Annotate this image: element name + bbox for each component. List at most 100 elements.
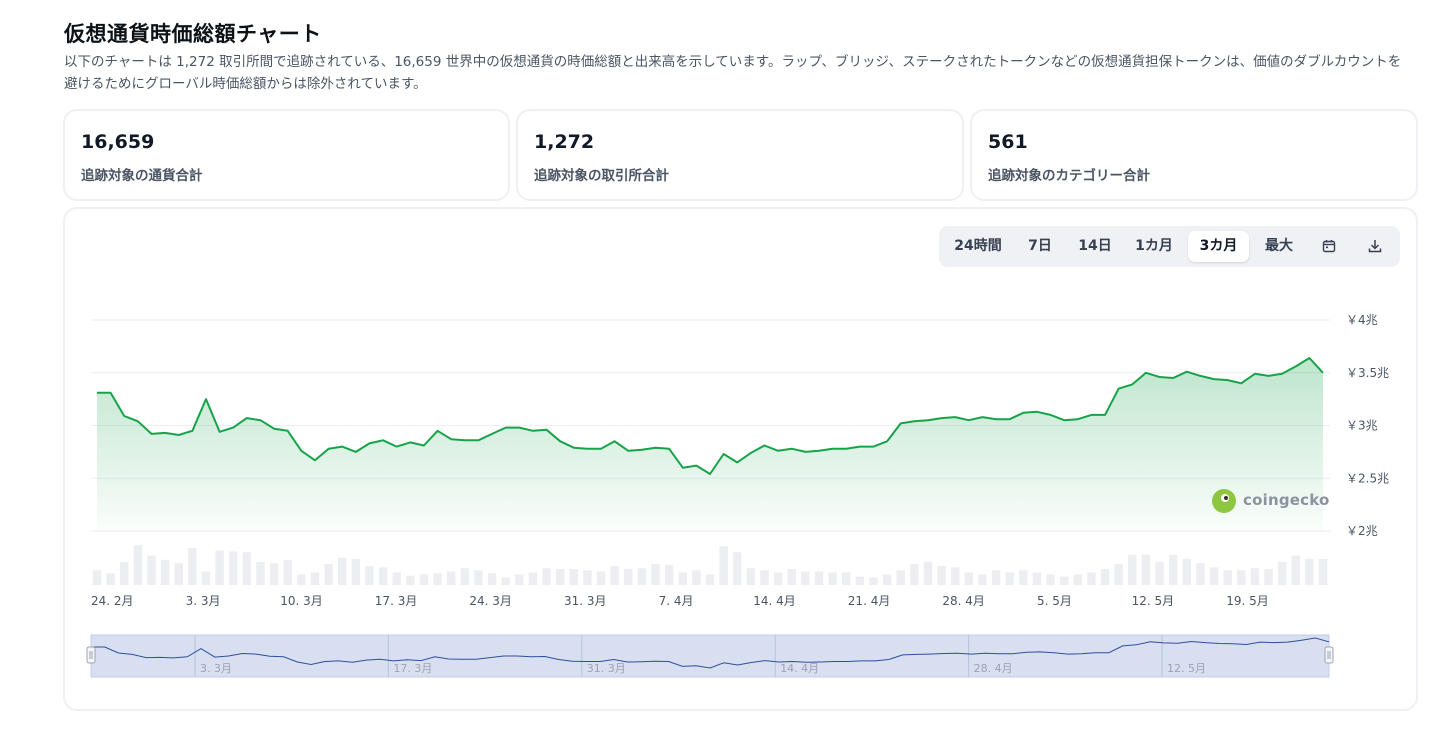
y-tick-label: ￥3.5兆 <box>1346 366 1389 380</box>
volume-bar <box>1073 574 1083 585</box>
volume-bar <box>324 564 333 585</box>
navigator-handle-right[interactable] <box>1324 646 1334 664</box>
calendar-icon[interactable] <box>1313 231 1345 262</box>
volume-bar <box>814 571 824 585</box>
volume-bar <box>1100 569 1110 585</box>
volume-bar <box>133 545 143 585</box>
download-icon[interactable] <box>1359 231 1391 262</box>
range-button-1m[interactable]: 1カ月 <box>1135 238 1173 254</box>
volume-bar <box>664 564 674 585</box>
volume-bar <box>964 572 974 585</box>
volume-bar <box>515 574 524 585</box>
volume-bar <box>910 564 919 585</box>
x-tick-label: 17. 3月 <box>375 594 418 608</box>
x-tick-label: 3. 3月 <box>186 594 221 608</box>
range-navigator[interactable]: 3. 3月 17. 3月 31. 3月 14. 4月 28. 4月 12. 5月 <box>86 634 1334 678</box>
range-button-3m[interactable]: 3カ月 <box>1188 231 1249 262</box>
volume-bar <box>583 570 592 585</box>
x-tick-label: 28. 4月 <box>942 594 985 608</box>
area-fill <box>97 358 1323 531</box>
volume-bar <box>896 570 905 585</box>
stat-card-exchanges: 1,272 追跡対象の取引所合計 <box>516 109 964 201</box>
volume-bar <box>1318 558 1328 585</box>
volume-bar <box>760 570 769 585</box>
y-tick-label: ￥4兆 <box>1346 313 1378 327</box>
volume-bar <box>746 568 756 585</box>
volume-bar <box>1209 567 1219 585</box>
volume-bar <box>310 572 320 585</box>
volume-bar <box>1128 554 1137 585</box>
x-tick-label: 24. 2月 <box>91 594 134 608</box>
volume-bar <box>228 551 238 585</box>
volume-bar <box>801 571 810 585</box>
watermark-text: coingecko <box>1243 491 1330 509</box>
volume-bar <box>1019 570 1028 585</box>
volume-bar <box>283 559 292 585</box>
y-tick-label: ￥3兆 <box>1346 419 1378 433</box>
volume-bar <box>651 564 660 585</box>
y-tick-label: ￥2.5兆 <box>1346 471 1389 485</box>
volume-bar <box>160 559 170 585</box>
volume-bar <box>297 574 306 585</box>
navigator-tick-label: 28. 4月 <box>974 662 1013 675</box>
range-button-14d[interactable]: 14日 <box>1078 238 1112 254</box>
y-tick-label: ￥2兆 <box>1346 524 1378 538</box>
x-tick-label: 31. 3月 <box>564 594 607 608</box>
volume-bar <box>1155 561 1164 585</box>
volume-bar <box>637 568 647 585</box>
volume-bar <box>719 546 728 585</box>
market-cap-area <box>97 357 1324 531</box>
stat-card-categories: 561 追跡対象のカテゴリー合計 <box>970 109 1418 201</box>
navigator-tick-label: 31. 3月 <box>587 662 626 675</box>
range-button-24h[interactable]: 24時間 <box>954 238 1002 254</box>
stat-card-coins: 16,659 追跡対象の通貨合計 <box>63 109 510 201</box>
volume-bar <box>1237 570 1246 585</box>
volume-bar <box>392 572 401 585</box>
x-tick-label: 19. 5月 <box>1226 594 1269 608</box>
range-button-max[interactable]: 最大 <box>1265 238 1293 254</box>
volume-bar <box>733 552 742 585</box>
stat-label: 追跡対象の取引所合計 <box>534 168 669 184</box>
volume-bar <box>1250 568 1260 585</box>
volume-bar <box>1223 570 1232 585</box>
volume-bar <box>1305 558 1314 585</box>
volume-bar <box>501 577 510 585</box>
x-tick-label: 12. 5月 <box>1132 594 1175 608</box>
x-tick-label: 10. 3月 <box>280 594 323 608</box>
volume-bar <box>555 569 565 585</box>
volume-bar <box>474 570 483 585</box>
navigator-tick-label: 17. 3月 <box>393 662 432 675</box>
volume-bar <box>1291 555 1300 585</box>
volume-bar <box>528 572 538 585</box>
navigator-tick-label: 12. 5月 <box>1167 662 1206 675</box>
volume-bar <box>1114 564 1123 585</box>
x-tick-label: 7. 4月 <box>659 594 694 608</box>
x-tick-label: 21. 4月 <box>848 594 891 608</box>
volume-bar <box>351 558 361 585</box>
x-tick-label: 14. 4月 <box>753 594 796 608</box>
volume-bar <box>1264 569 1273 585</box>
volume-bar <box>1046 574 1055 585</box>
x-axis-labels: 24. 2月 3. 3月 10. 3月 17. 3月 24. 3月 31. 3月 7. 4月… <box>91 594 1269 608</box>
volume-bar <box>1141 554 1151 585</box>
volume-bar <box>1277 561 1287 585</box>
navigator-line <box>91 637 1330 669</box>
volume-bar <box>937 566 946 585</box>
volume-bar <box>1168 554 1178 585</box>
range-button-7d[interactable]: 7日 <box>1028 238 1052 254</box>
stat-value: 16,659 <box>81 131 155 153</box>
volume-bar <box>1032 572 1042 585</box>
volume-bar <box>787 569 796 585</box>
volume-bar <box>188 548 197 585</box>
coingecko-logo-icon <box>1212 489 1236 513</box>
volume-bar <box>406 575 415 585</box>
page-description: 以下のチャートは 1,272 取引所間で追跡されている、16,659 世界中の仮… <box>64 54 1402 92</box>
volume-bar <box>92 570 102 585</box>
volume-bar <box>569 569 579 585</box>
volume-bar <box>269 563 279 585</box>
navigator-handle-left[interactable] <box>86 646 96 664</box>
y-axis-labels: ￥4兆 ￥3.5兆 ￥3兆 ￥2.5兆 ￥2兆 <box>1346 313 1389 538</box>
volume-bar <box>950 567 960 585</box>
volume-bar <box>923 561 933 585</box>
